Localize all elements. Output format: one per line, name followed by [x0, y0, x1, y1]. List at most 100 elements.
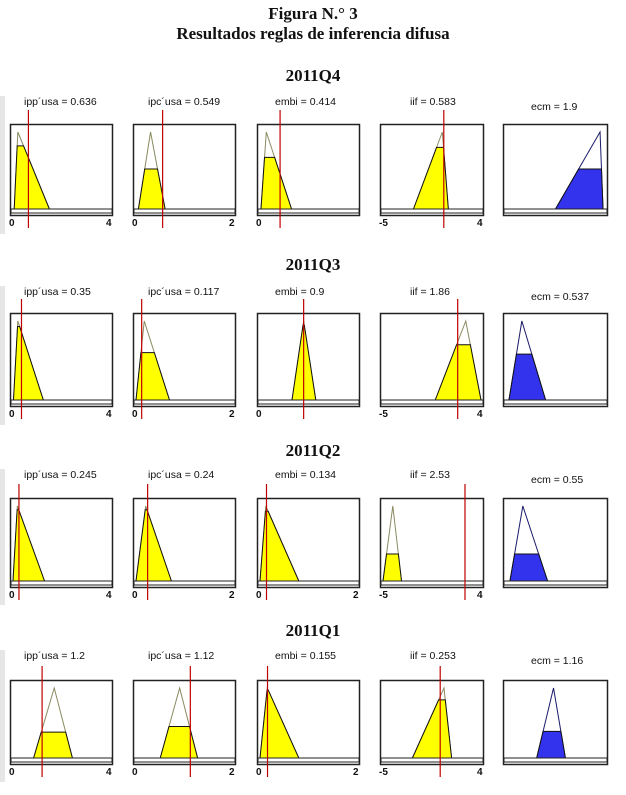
x-tick-min: 0 — [256, 409, 262, 420]
variable-label: ipc´usa = 0.117 — [148, 286, 220, 298]
x-tick-min: 0 — [9, 218, 15, 229]
x-tick-min: -5 — [379, 409, 388, 420]
x-tick-max: 2 — [229, 767, 235, 778]
x-tick-min: 0 — [132, 218, 138, 229]
baseline-bar — [10, 208, 113, 214]
x-tick-max: 4 — [106, 767, 112, 778]
baseline-bar — [133, 399, 236, 405]
x-tick-min: 0 — [9, 767, 15, 778]
mf-panel-embi: 0 — [256, 110, 361, 229]
variable-label: ecm = 1.16 — [531, 655, 584, 667]
variable-label: ipp´usa = 0.35 — [24, 286, 91, 298]
x-tick-max: 2 — [229, 590, 235, 601]
baseline-bar — [503, 399, 608, 405]
x-tick-min: 0 — [256, 767, 262, 778]
variable-label: ipc´usa = 0.24 — [148, 469, 215, 481]
baseline-bar — [503, 208, 608, 214]
x-tick-min: 0 — [9, 409, 15, 420]
mf-panel-ecm — [502, 679, 609, 766]
x-tick-max: 4 — [477, 218, 483, 229]
mf-panel-iif: -5 4 — [379, 110, 485, 229]
x-tick-min: 0 — [132, 409, 138, 420]
variable-label: iif = 0.583 — [410, 96, 456, 108]
variable-label: embi = 0.414 — [275, 96, 337, 108]
baseline-bar — [10, 399, 113, 405]
baseline-bar — [10, 757, 113, 763]
x-tick-min: 0 — [9, 590, 15, 601]
baseline-bar — [503, 757, 608, 763]
figure-subtitle: Resultados reglas de inferencia difusa — [176, 24, 450, 43]
baseline-bar — [380, 208, 484, 214]
baseline-bar — [257, 757, 360, 763]
x-tick-min: 0 — [256, 590, 262, 601]
page-edge — [0, 286, 5, 425]
baseline-bar — [257, 580, 360, 586]
x-tick-min: 0 — [256, 218, 262, 229]
mf-panel-iif: -5 4 — [379, 484, 485, 601]
page-edge — [0, 650, 5, 782]
activation-area — [382, 553, 403, 582]
period-heading: 2011Q2 — [285, 441, 341, 460]
variable-label: ipc´usa = 1.12 — [148, 650, 215, 662]
baseline-bar — [133, 580, 236, 586]
baseline-bar — [10, 580, 113, 586]
x-tick-max: 2 — [353, 767, 359, 778]
page-edge — [0, 469, 5, 605]
variable-label: ipp´usa = 0.245 — [24, 469, 97, 481]
baseline-bar — [380, 399, 484, 405]
panel-frame — [132, 679, 237, 766]
baseline-bar — [503, 580, 608, 586]
x-tick-max: 2 — [229, 218, 235, 229]
mf-panel-ecm — [502, 497, 609, 589]
x-tick-max: 4 — [477, 409, 483, 420]
mf-panel-iif: -5 4 — [379, 299, 485, 420]
x-tick-max: 4 — [106, 409, 112, 420]
period-heading: 2011Q4 — [285, 66, 341, 85]
variable-label: embi = 0.155 — [275, 650, 337, 662]
page-edge — [0, 96, 5, 234]
x-tick-min: -5 — [379, 218, 388, 229]
x-tick-max: 2 — [353, 590, 359, 601]
x-tick-max: 4 — [106, 590, 112, 601]
period-heading: 2011Q3 — [285, 255, 341, 274]
variable-label: ipc´usa = 0.549 — [148, 96, 221, 108]
variable-label: ecm = 0.55 — [531, 474, 584, 486]
x-tick-min: 0 — [132, 767, 138, 778]
baseline-bar — [380, 580, 484, 586]
mf-panel-ecm — [502, 312, 609, 408]
x-tick-min: 0 — [132, 590, 138, 601]
x-tick-min: -5 — [379, 767, 388, 778]
variable-label: embi = 0.9 — [275, 286, 325, 298]
x-tick-max: 2 — [229, 409, 235, 420]
variable-label: iif = 1.86 — [410, 286, 450, 298]
mf-panel-embi: 0 — [256, 299, 361, 420]
baseline-bar — [257, 399, 360, 405]
variable-label: ipp´usa = 1.2 — [24, 650, 86, 662]
variable-label: iif = 2.53 — [410, 469, 450, 481]
variable-label: embi = 0.134 — [275, 469, 337, 481]
period-heading: 2011Q1 — [285, 621, 341, 640]
baseline-bar — [257, 208, 360, 214]
baseline-bar — [133, 208, 236, 214]
figure-title: Figura N.° 3 — [268, 4, 358, 23]
variable-label: ecm = 1.9 — [531, 101, 578, 113]
x-tick-min: -5 — [379, 590, 388, 601]
variable-label: iif = 0.253 — [410, 650, 456, 662]
baseline-bar — [380, 757, 484, 763]
mf-panel-ecm — [502, 123, 609, 217]
x-tick-max: 4 — [477, 767, 483, 778]
variable-label: ecm = 0.537 — [531, 291, 590, 303]
mf-panel-iif: -5 4 — [379, 666, 485, 778]
variable-label: ipp´usa = 0.636 — [24, 96, 97, 108]
baseline-bar — [133, 757, 236, 763]
x-tick-max: 4 — [477, 590, 483, 601]
